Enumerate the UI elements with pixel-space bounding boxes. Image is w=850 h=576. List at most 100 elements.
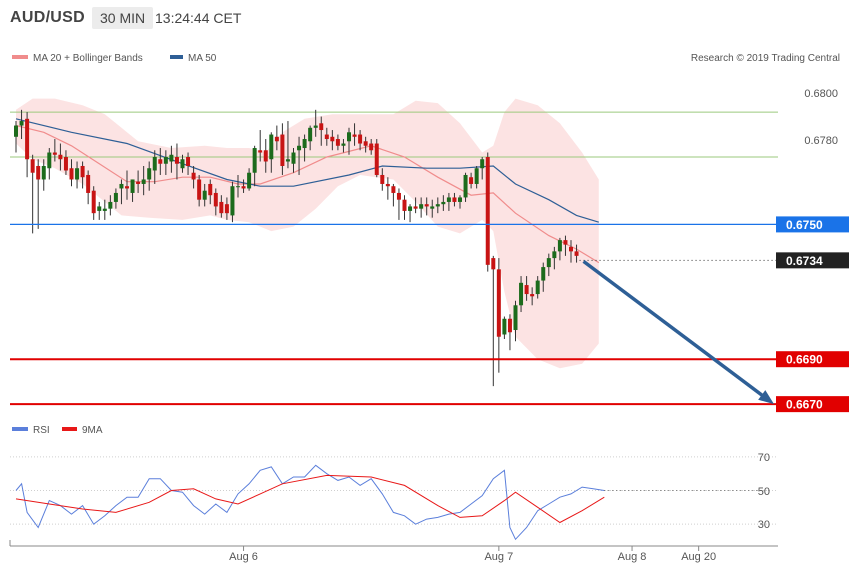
x-tick-label: Aug 20: [681, 551, 716, 563]
level-label-text: 0.6750: [786, 218, 823, 232]
projection-arrow-head: [758, 390, 775, 405]
candle-body: [513, 305, 518, 330]
candle-body: [502, 318, 507, 335]
candle-body: [80, 165, 85, 178]
candle-body: [352, 134, 357, 137]
candle-body: [424, 204, 429, 207]
candle-body: [463, 174, 468, 198]
candle-body: [469, 177, 474, 184]
y-tick-label: 0.6800: [804, 88, 838, 100]
candle-body: [169, 154, 174, 162]
candle-body: [396, 192, 401, 200]
candle-body: [186, 157, 191, 166]
rsi-tick-label: 70: [758, 452, 770, 464]
level-label-box: [776, 396, 849, 413]
candle-body: [236, 186, 240, 188]
candle-body: [530, 294, 535, 297]
candle-body: [391, 186, 396, 193]
candle-body: [369, 143, 374, 151]
candle-body: [224, 204, 229, 214]
candle-body: [58, 154, 63, 160]
candle-body: [208, 183, 213, 196]
rsi-line: [15, 464, 605, 541]
candle-body: [313, 125, 318, 128]
candle-body: [347, 132, 351, 142]
candle-body: [197, 179, 202, 200]
x-tick-label: Aug 8: [618, 551, 647, 563]
candle-body: [546, 258, 551, 268]
bollinger-band-area: [16, 98, 599, 369]
candle-body: [574, 251, 579, 256]
candle-body: [97, 206, 102, 211]
candle-body: [125, 186, 129, 189]
candle-body: [408, 206, 413, 211]
candle-body: [269, 134, 274, 160]
level-label-box: [776, 216, 849, 233]
candle-body: [302, 139, 307, 149]
level-label-text: 0.6690: [786, 353, 823, 367]
candle-body: [385, 183, 390, 187]
candle-body: [174, 157, 179, 164]
candle-body: [47, 152, 52, 169]
candle-body: [108, 201, 113, 209]
candle-body: [480, 159, 485, 169]
candle-body: [86, 174, 91, 193]
candle-body: [147, 168, 152, 180]
candle-body: [69, 168, 74, 180]
level-label-box: [776, 252, 849, 269]
candle-body: [541, 267, 546, 281]
rsi-legend-label: RSI: [33, 425, 50, 436]
candle-body: [430, 206, 435, 209]
candle-body: [285, 159, 290, 162]
candle-body: [358, 134, 363, 144]
candle-body: [496, 269, 501, 337]
candle-body: [30, 159, 35, 173]
candle-body: [557, 240, 562, 252]
rsi-legend: RSI 9MA: [12, 425, 103, 436]
candle-body: [141, 179, 146, 184]
candle-body: [413, 206, 418, 209]
rsi-tick-label: 50: [758, 486, 770, 498]
rsi-ma9-line: [15, 474, 605, 524]
candle-body: [519, 282, 524, 306]
candle-body: [435, 204, 440, 207]
candle-body: [485, 157, 490, 265]
projection-arrow-shaft: [582, 259, 768, 400]
ma50-legend-label: MA 50: [188, 53, 217, 64]
candle-body: [41, 165, 46, 180]
candle-body: [458, 197, 462, 202]
candle-body: [274, 136, 279, 142]
candle-body: [119, 183, 124, 189]
candle-body: [14, 125, 18, 137]
candle-body: [308, 127, 313, 142]
timeframe-badge[interactable]: 30 MIN: [92, 7, 154, 29]
candle-body: [219, 201, 224, 214]
candle-body: [113, 192, 118, 202]
candle-body: [524, 285, 529, 295]
candle-body: [91, 190, 96, 214]
candle-body: [247, 172, 252, 189]
candle-body: [291, 152, 296, 164]
candle-body: [63, 157, 68, 171]
candle-body: [258, 150, 263, 153]
candle-body: [380, 174, 385, 184]
candle-body: [180, 159, 185, 169]
candle-body: [419, 204, 424, 209]
candle-body: [136, 181, 141, 184]
candle-body: [158, 159, 163, 164]
candle-body: [374, 143, 379, 175]
price-legend: MA 20 + Bollinger Bands MA 50: [12, 53, 217, 64]
candle-body: [563, 240, 568, 245]
candle-body: [441, 201, 446, 205]
ma20-legend-label: MA 20 + Bollinger Bands: [33, 53, 143, 64]
currency-pair: AUD/USD: [10, 9, 85, 26]
credit-text: Research © 2019 Trading Central: [691, 53, 840, 64]
candle-body: [507, 318, 512, 333]
candle-body: [297, 145, 302, 151]
candle-body: [474, 168, 479, 184]
rsi-tick-label: 30: [758, 519, 770, 531]
candle-body: [491, 258, 496, 270]
timestamp: 13:24:44 CET: [155, 10, 242, 26]
candle-body: [569, 246, 573, 252]
